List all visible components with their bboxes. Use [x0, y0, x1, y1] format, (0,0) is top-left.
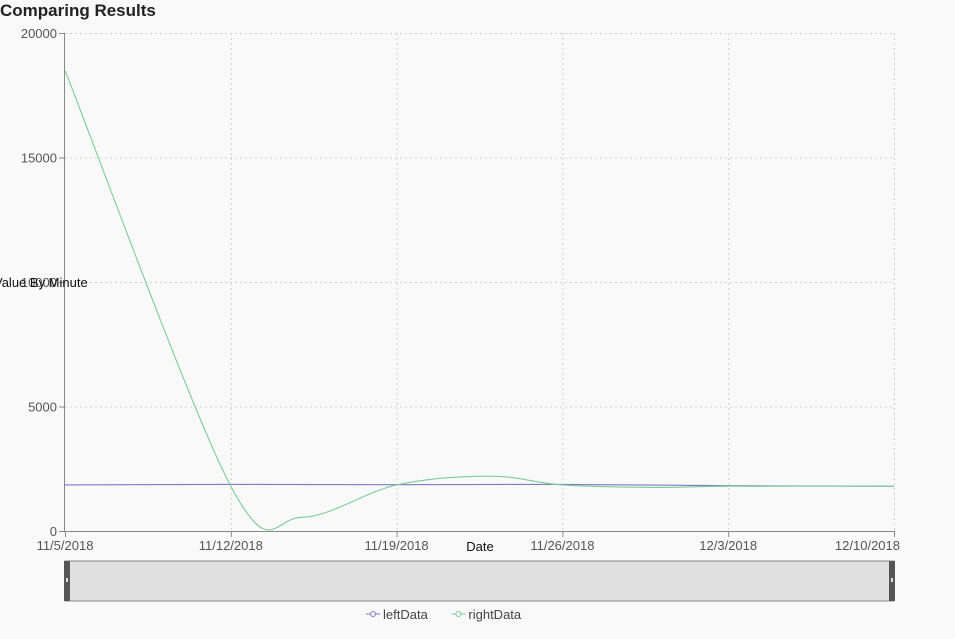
- x-tick-label: 11/26/2018: [530, 538, 594, 553]
- chart-title: Comparing Results: [0, 1, 156, 20]
- legend-marker-leftData: [370, 611, 376, 617]
- y-axis-label: Value By Minute: [0, 275, 88, 290]
- y-tick-label: 15000: [21, 151, 57, 166]
- x-tick-label: 12/10/2018: [835, 538, 900, 553]
- legend-label-rightData: rightData: [468, 607, 522, 622]
- series: [64, 70, 895, 531]
- x-tick-label: 11/5/2018: [37, 538, 94, 553]
- navigator-right-grip: [891, 578, 893, 582]
- x-tick-label: 11/19/2018: [365, 538, 429, 553]
- y-tick-label: 20000: [21, 26, 57, 41]
- navigator-left-grip: [66, 578, 68, 582]
- legend-label-leftData: leftData: [383, 607, 429, 622]
- x-tick-label: 11/12/2018: [199, 538, 263, 553]
- y-axis-overlap-tick-label: 10000: [21, 275, 57, 290]
- x-axis-label: Date: [466, 539, 493, 554]
- legend: leftData rightData: [366, 607, 522, 622]
- range-navigator[interactable]: [64, 560, 895, 602]
- navigator-track[interactable]: [64, 560, 895, 602]
- y-tick-label: 5000: [28, 400, 57, 415]
- series-line-rightData: [64, 70, 895, 531]
- x-tick-label: 12/3/2018: [699, 538, 757, 553]
- y-tick-label: 0: [50, 524, 57, 539]
- grid: [65, 33, 895, 531]
- x-ticks: 11/5/2018 11/12/2018 11/19/2018 11/26/2018 1…: [37, 531, 900, 553]
- legend-marker-rightData: [455, 611, 462, 617]
- y-ticks: 0 5000 15000 20000: [21, 26, 65, 539]
